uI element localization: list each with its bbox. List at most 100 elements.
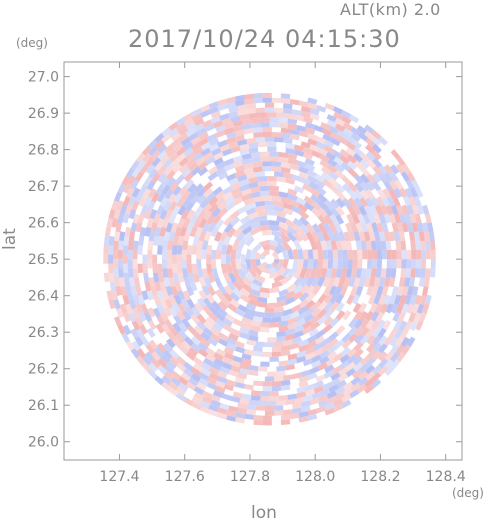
radar-cell <box>241 393 252 400</box>
radar-cell <box>207 171 218 182</box>
radar-cell <box>137 245 143 255</box>
radar-cell <box>189 213 199 225</box>
radar-cell <box>166 249 173 260</box>
radar-cell <box>264 342 275 348</box>
radar-cell <box>351 139 363 149</box>
radar-cell <box>165 285 173 296</box>
radar-cell <box>331 365 343 375</box>
radar-cell <box>267 210 277 216</box>
radar-cell <box>253 97 263 104</box>
radar-cell <box>314 179 326 189</box>
radar-cell <box>305 388 316 397</box>
radar-cell <box>274 246 283 255</box>
radar-cell <box>130 222 138 233</box>
y-tick-label: 26.7 <box>28 179 59 195</box>
radar-cell <box>197 210 207 221</box>
radar-cell <box>150 358 161 369</box>
radar-cell <box>373 294 382 305</box>
radar-cell <box>255 405 265 411</box>
radar-cell <box>190 194 200 205</box>
radar-cell <box>262 386 272 392</box>
radar-cell <box>416 259 422 269</box>
radar-cell <box>198 377 209 387</box>
radar-cell <box>183 397 194 407</box>
radar-cell <box>157 143 168 154</box>
radar-cell <box>223 383 234 392</box>
radar-cell <box>203 297 213 309</box>
radar-cell <box>371 378 382 389</box>
radar-cell <box>342 122 354 131</box>
radar-cell <box>274 107 284 113</box>
radar-cell <box>365 327 376 338</box>
radar-cell <box>289 163 300 171</box>
radar-cell <box>271 351 282 357</box>
radar-cell <box>285 147 296 155</box>
radar-cell <box>323 222 332 233</box>
radar-cell <box>338 367 349 377</box>
radar-cell <box>145 351 155 362</box>
radar-cell <box>371 285 379 297</box>
radar-cell <box>182 290 191 301</box>
radar-cell <box>365 197 374 208</box>
radar-cell <box>298 344 309 353</box>
radar-cell <box>282 249 290 260</box>
radar-cell <box>358 277 366 288</box>
radar-cell <box>330 206 340 217</box>
radar-cell <box>338 136 349 146</box>
radar-cell <box>147 200 156 211</box>
radar-cell <box>297 248 304 260</box>
radar-cell <box>234 376 245 384</box>
radar-cell <box>330 239 338 251</box>
radar-cell <box>267 400 277 406</box>
radar-cell <box>312 249 319 260</box>
radar-cell <box>291 205 302 215</box>
radar-cell <box>274 205 285 213</box>
radar-cell <box>313 348 324 357</box>
radar-cell <box>322 276 331 288</box>
radar-cell <box>291 174 303 182</box>
radar-cell <box>148 277 156 287</box>
radar-cell <box>371 136 382 147</box>
radar-cell <box>243 167 254 175</box>
radar-cell <box>132 249 138 260</box>
radar-cell <box>311 354 322 363</box>
radar-cell <box>425 268 431 278</box>
radar-cell <box>253 380 263 387</box>
radar-cell <box>246 172 257 179</box>
radar-cell <box>132 268 139 278</box>
radar-cell <box>147 320 157 331</box>
radar-cell <box>196 313 207 325</box>
radar-cell <box>321 171 332 182</box>
radar-cell <box>113 316 122 327</box>
radar-cell <box>316 231 326 242</box>
radar-cell <box>350 221 359 233</box>
radar-cell <box>271 166 282 172</box>
radar-cell <box>337 259 343 269</box>
radar-cell <box>360 181 370 192</box>
radar-cell <box>210 116 221 124</box>
radar-cell <box>254 205 265 213</box>
radar-cell <box>384 366 395 376</box>
radar-cell <box>262 317 272 323</box>
radar-cell <box>293 276 304 287</box>
radar-cell <box>367 213 376 224</box>
radar-cell <box>317 293 328 304</box>
radar-cell <box>225 263 233 275</box>
radar-cell <box>264 307 275 313</box>
radar-cell <box>278 325 289 332</box>
radar-cell <box>253 415 263 421</box>
radar-cell <box>326 114 337 123</box>
radar-cell <box>269 271 280 279</box>
radar-cell <box>192 272 200 283</box>
radar-cell <box>186 285 194 297</box>
radar-cell <box>241 158 252 165</box>
y-tick-label: 26.8 <box>28 143 59 159</box>
radar-cell <box>335 240 343 251</box>
radar-cell <box>318 207 328 218</box>
radar-cell <box>217 370 228 379</box>
radar-cell <box>183 231 191 242</box>
radar-cell <box>293 144 304 152</box>
radar-cell <box>411 222 419 233</box>
radar-cell <box>292 284 304 295</box>
radar-cell <box>230 187 241 196</box>
